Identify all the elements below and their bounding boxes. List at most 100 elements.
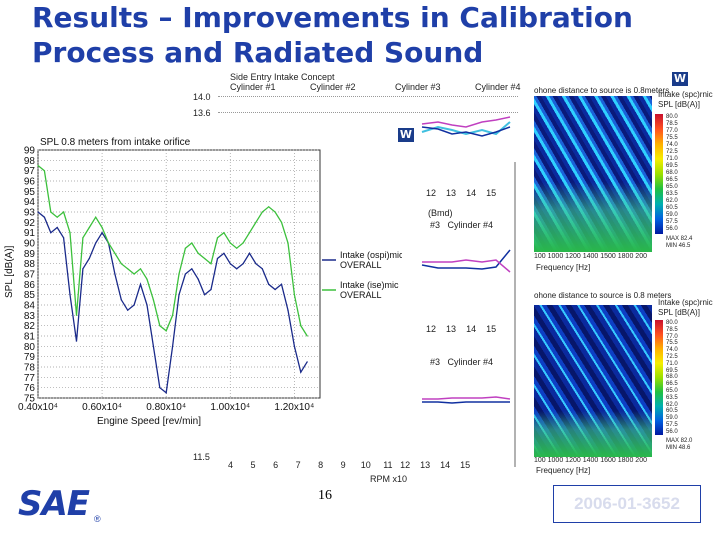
y-tick-label: 98 — [24, 156, 36, 167]
spectrogram-top-scale-value: 65.0 — [666, 184, 678, 190]
spectrogram-bottom-scale-value: 62.0 — [666, 401, 678, 408]
spectrogram-bottom-caption: ohone distance to source is 0.8 meters — [534, 291, 672, 300]
spectrogram-top-max: MAX 82.4 — [666, 236, 693, 242]
series-1-point — [171, 345, 174, 347]
spectrogram-bottom-scale-value: 59.0 — [666, 415, 678, 422]
y-tick-label: 99 — [24, 146, 36, 157]
series-1-point — [216, 257, 219, 260]
series-1-point — [300, 371, 302, 373]
spectrogram-bottom-scale-value: 56.0 — [666, 428, 678, 435]
legend-label-1-overall: OVERALL — [340, 260, 382, 270]
series-2-point — [248, 232, 251, 234]
series-2-point — [107, 242, 110, 244]
series-2-point — [274, 211, 276, 213]
spectrogram-top-x-label: Frequency [Hz] — [536, 263, 591, 272]
spectrogram-top-scale-value: 69.5 — [666, 163, 678, 169]
series-1-point — [287, 309, 289, 311]
spectrogram-bottom-x-label: Frequency [Hz] — [536, 466, 591, 475]
legend-cylinder-1: Cylinder #1 — [230, 82, 276, 92]
series-1-point — [75, 340, 78, 342]
y-tick-label: 79 — [24, 352, 36, 363]
y-tick-label: 97 — [24, 166, 36, 177]
series-1-point — [159, 387, 161, 389]
series-2-point — [216, 237, 219, 239]
panel-legend-mid: #3 Cylinder #4 — [430, 220, 494, 230]
slide-title-line-2: Process and Radiated Sound — [32, 36, 484, 69]
series-2-point — [268, 206, 270, 208]
series-1-point — [56, 226, 58, 229]
legend-label-1: Intake (ospi)mic — [340, 250, 402, 260]
y-tick-label: 84 — [24, 301, 36, 312]
spectrogram-bottom-scale-value: 71.0 — [666, 360, 678, 367]
paper-id: 2006-01-3652 — [553, 485, 701, 523]
y-tick-label: 93 — [24, 208, 36, 219]
spectrogram-top-scale-value: 56.0 — [666, 226, 678, 232]
series-2-point — [159, 325, 161, 327]
spectrogram-top-scale-value: 62.0 — [666, 198, 678, 204]
series-1-point — [88, 257, 90, 260]
series-1-point — [69, 294, 71, 296]
spectrogram-top-plot — [534, 96, 652, 252]
background-y-tick-2: 13.6 — [193, 108, 211, 118]
series-2-point — [146, 278, 148, 280]
spectrogram-top-scale-value: 77.0 — [666, 128, 678, 134]
series-2-point — [261, 211, 263, 213]
series-2-point — [50, 211, 52, 213]
spectrogram-top-colorbar — [655, 114, 663, 234]
series-2-point — [223, 232, 225, 234]
series-1-point — [223, 252, 225, 254]
series-1-point — [229, 263, 231, 265]
sae-registered-mark: ® — [94, 514, 101, 524]
series-2-point — [127, 268, 129, 270]
spectrogram-top-scale-value: 59.0 — [666, 212, 678, 218]
y-tick-label: 96 — [24, 177, 36, 188]
legend-cylinder-4: Cylinder #4 — [475, 82, 521, 92]
spectrogram-top-scale-value: 75.5 — [666, 135, 678, 141]
series-2-point — [63, 211, 65, 213]
spectrogram-bottom-scale-value: 74.0 — [666, 347, 678, 354]
series-2-point — [300, 325, 302, 327]
spectrogram-bottom-scale-value: 63.5 — [666, 394, 678, 401]
background-bottom-tick: 11.5 — [193, 452, 210, 462]
page-number: 16 — [318, 488, 332, 503]
series-2-point — [197, 252, 199, 254]
spectrogram-bottom-scale-value: 72.5 — [666, 353, 678, 360]
legend-cylinder-2: Cylinder #2 — [310, 82, 356, 92]
spectrogram-top-scale-value: 78.5 — [666, 121, 678, 127]
spectrogram-top-scale-title: Intake (spc)rnic — [658, 90, 713, 99]
spectrogram-bottom-min: MIN 48.6 — [666, 445, 691, 451]
spectrogram-bottom-max: MAX 82.0 — [666, 438, 693, 444]
y-tick-label: 91 — [24, 228, 36, 239]
spl-line-chart: 75 76 77 78 79 80 81 82 83 84 85 86 87 88 89 90 91 92 93 94… — [0, 126, 402, 448]
y-tick-label: 75 — [24, 394, 36, 405]
series-2-point — [184, 247, 187, 249]
series-2-point — [139, 268, 142, 270]
spectrogram-top-scale-values: 80.0 78.5 77.0 75.5 74.0 72.5 71.0 69.5 68.0 66.5… — [666, 114, 678, 233]
spectrogram-top-scale-value: 74.0 — [666, 142, 678, 148]
spectrogram-top-min: MIN 46.5 — [666, 243, 691, 249]
w-logo-icon: W — [672, 72, 688, 86]
y-tick-label: 81 — [24, 332, 36, 343]
legend-label-2: Intake (ise)mic — [340, 280, 399, 290]
spectrogram-top-scale-value: 80.0 — [666, 114, 678, 120]
panel-legend-mid-2: #3 Cylinder #4 — [430, 357, 494, 367]
spectrogram-top-scale-value: 68.0 — [666, 170, 678, 176]
series-2-point — [280, 221, 283, 223]
y-tick-label: 80 — [24, 342, 36, 353]
spectrogram-bottom-scale-value: 57.5 — [666, 421, 678, 428]
series-1-point — [37, 211, 39, 213]
series-1-point — [261, 268, 263, 270]
spectrogram-bottom-scale-values: 80.0 78.5 77.0 75.5 74.0 72.5 71.0 69.5 68.0 66.5… — [666, 320, 678, 436]
spectrogram-bottom-scale-value: 65.0 — [666, 387, 678, 394]
spectrogram-bottom-scale-title: Intake (spc)rnic — [658, 298, 713, 307]
series-2-point — [236, 247, 238, 249]
series-2-point — [178, 273, 180, 275]
series-2-point — [101, 226, 103, 229]
y-tick-label: 88 — [24, 259, 36, 270]
y-tick-label: 94 — [24, 197, 36, 208]
series-2-point — [120, 263, 122, 265]
chart-x-axis-label: Engine Speed [rev/min] — [97, 416, 201, 427]
spectrogram-top-scale-value: 57.5 — [666, 219, 678, 225]
series-1-point — [50, 232, 52, 234]
spectrogram-bottom-scale-unit: SPL [dB(A)] — [658, 308, 700, 317]
